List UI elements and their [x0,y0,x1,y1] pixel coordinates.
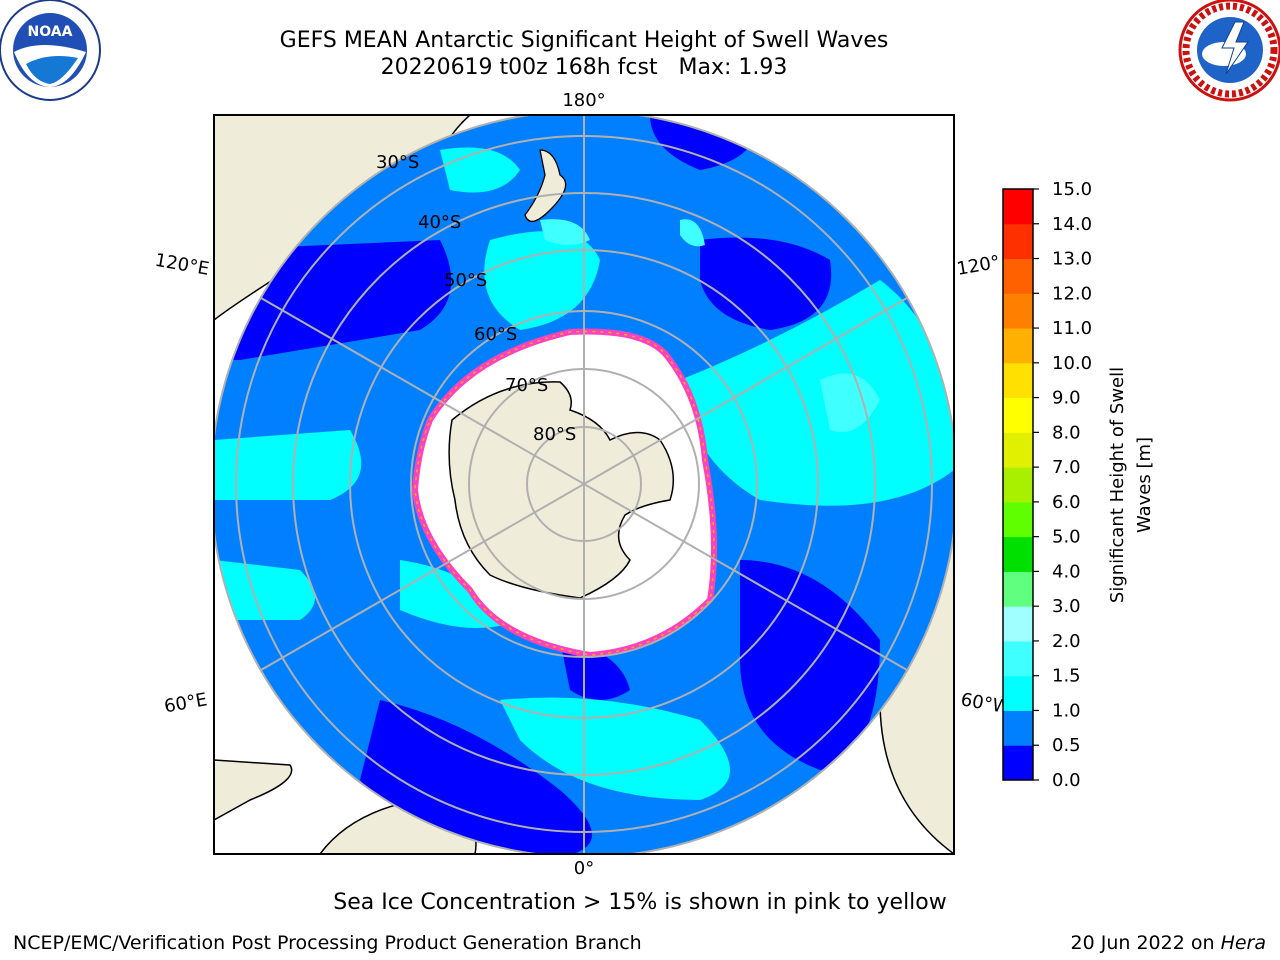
title-line1: GEFS MEAN Antarctic Significant Height o… [279,28,889,53]
colorbar-tick-label: 10.0 [1052,353,1092,374]
colorbar-tick-label: 2.0 [1052,631,1081,652]
colorbar-segment [1003,640,1033,677]
lon-label-right-upper: 120° [955,252,1001,280]
lat-label-40: 40°S [418,212,461,233]
lon-label-bottom: 0° [574,858,594,879]
lon-label-left-upper: 120°E [153,250,211,280]
colorbar-tick-label: 11.0 [1052,318,1092,339]
colorbar-tick-label: 0.5 [1052,735,1081,756]
colorbar-tick-label: 3.0 [1052,596,1081,617]
colorbar-segment [1003,362,1033,399]
colorbar-segment [1003,397,1033,433]
colorbar-tick-label: 12.0 [1052,283,1092,304]
colorbar-tick-label: 0.0 [1052,770,1081,791]
lat-label-50: 50°S [444,270,487,291]
colorbar-segment [1003,432,1033,468]
colorbar-tick-label: 1.5 [1052,666,1081,687]
colorbar-label-line1: Significant Height of Swell [1107,367,1128,603]
lon-label-top: 180° [562,90,605,111]
noaa-logo: NOAA [0,0,101,101]
map-border [213,114,955,855]
colorbar-label-line2: Waves [m] [1134,437,1155,533]
colorbar-tick-label: 9.0 [1052,388,1081,409]
lon-label-left-lower: 60°E [163,689,209,717]
colorbar-tick-label: 13.0 [1052,249,1092,270]
date-value: 20 Jun 2022 on [1070,932,1215,954]
nws-logo [1178,0,1280,102]
colorbar-segment [1003,710,1033,746]
lat-label-70: 70°S [505,375,548,396]
colorbar-tick-label: 15.0 [1052,179,1092,200]
colorbar-segment [1003,571,1033,607]
lat-label-80: 80°S [533,424,576,445]
colorbar-segment [1003,328,1033,364]
colorbar-segment [1003,606,1033,642]
title-line2: 20220619 t00z 168h fcst Max: 1.93 [380,55,788,80]
colorbar-segment [1003,745,1033,781]
lat-labels: 30°S 40°S 50°S 60°S 70°S 80°S [376,152,576,445]
colorbar-tick-label: 6.0 [1052,492,1081,513]
map-area: 30°S 40°S 50°S 60°S 70°S 80°S [214,115,954,854]
colorbar-segment [1003,675,1033,711]
date-text: 20 Jun 2022 on Hera [1071,932,1267,954]
colorbar-frame [1002,188,1034,781]
colorbar-tick-label: 5.0 [1052,527,1081,548]
colorbar-segment [1003,536,1033,572]
colorbar-segment [1003,293,1033,329]
colorbar-segment [1003,189,1033,225]
svg-text:NOAA: NOAA [28,24,73,40]
colorbar: 0.0 0.5 1.0 1.5 2.0 3.0 4.0 5.0 6.0 7.0 8.0 9.0 10.0… [1002,179,1092,791]
colorbar-segment [1003,467,1033,503]
colorbar-tick-label: 1.0 [1052,700,1081,721]
colorbar-tick-label: 14.0 [1052,214,1092,235]
colorbar-tick-label: 4.0 [1052,561,1081,582]
colorbar-segment [1003,258,1033,294]
lat-label-30: 30°S [376,152,419,173]
credit-text: NCEP/EMC/Verification Post Processing Pr… [13,932,642,954]
ice-note: Sea Ice Concentration > 15% is shown in … [333,890,947,915]
colorbar-tick-label: 8.0 [1052,422,1081,443]
machine-name: Hera [1220,932,1266,954]
colorbar-segment [1003,223,1033,260]
colorbar-segment [1003,501,1033,538]
lat-label-60: 60°S [474,324,517,345]
colorbar-tick-label: 7.0 [1052,457,1081,478]
